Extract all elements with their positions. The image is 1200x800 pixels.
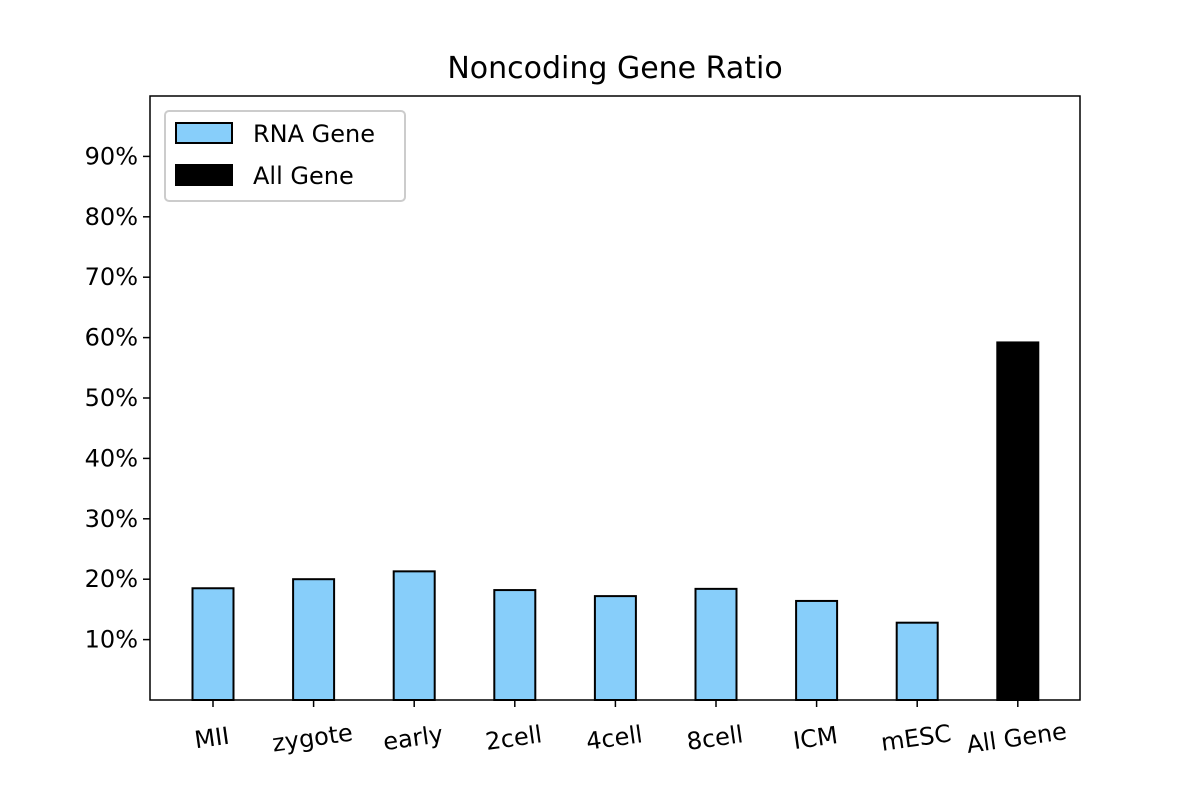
legend-label: All Gene xyxy=(253,162,354,190)
bar-icm xyxy=(795,599,839,701)
axes-frame xyxy=(149,95,1081,701)
bar-mesc xyxy=(895,621,939,701)
legend-swatch xyxy=(175,122,233,144)
y-tick-label: 20% xyxy=(85,565,138,593)
legend-label: RNA Gene xyxy=(253,120,375,148)
y-tick-label: 10% xyxy=(85,626,138,654)
bar-zygote xyxy=(292,578,336,702)
y-tick-label: 70% xyxy=(85,263,138,291)
y-tick-label: 60% xyxy=(85,324,138,352)
bar-early xyxy=(392,570,436,702)
bar-8cell xyxy=(694,587,738,702)
y-tick-label: 90% xyxy=(85,142,138,170)
y-tick-label: 50% xyxy=(85,384,138,412)
bars-group xyxy=(191,341,1040,702)
bar-all-gene xyxy=(996,341,1040,701)
chart-title: Noncoding Gene Ratio xyxy=(447,51,782,86)
y-axis: 10% 20% 30% 40% 50% 60% 70% 80% 90% xyxy=(85,142,150,654)
legend-swatch xyxy=(175,164,233,186)
bar-mii xyxy=(191,587,235,702)
x-axis: MII zygote early 2cell 4cell 8cell ICM mESC All … xyxy=(193,700,1069,759)
bar-2cell xyxy=(493,589,537,702)
x-tick-label: MII xyxy=(193,722,231,755)
y-tick-label: 30% xyxy=(85,505,138,533)
y-tick-label: 40% xyxy=(85,444,138,472)
legend: RNA Gene All Gene xyxy=(164,110,406,202)
x-tick-label: ICM xyxy=(791,721,839,755)
bar-4cell xyxy=(593,595,637,701)
y-tick-label: 80% xyxy=(85,203,138,231)
